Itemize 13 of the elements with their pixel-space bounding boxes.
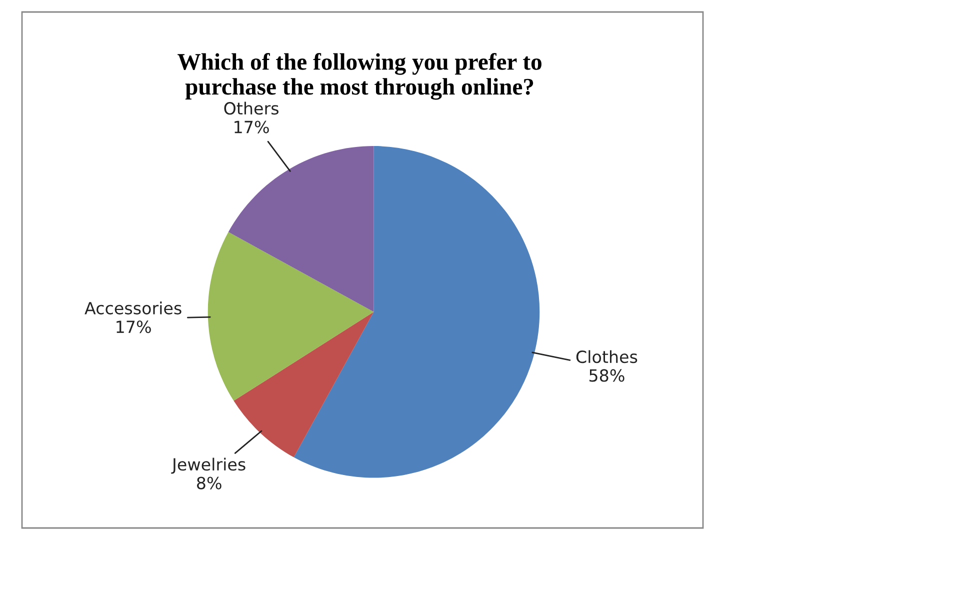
data-label: 17% [116, 320, 151, 334]
data-label: 8% [196, 476, 222, 490]
slice-label: Others [224, 102, 278, 115]
pie-slice [228, 146, 374, 312]
slice-label: Jewelries [171, 458, 246, 474]
chart-title: Which of the following you prefer to purchase the most through online? [178, 53, 542, 100]
data-label: 17% [234, 120, 269, 134]
slice-label: Accessories [84, 302, 182, 314]
data-label: 58% [589, 369, 624, 382]
slice-label: Clothes [576, 350, 638, 364]
pie-slice [294, 146, 540, 478]
pie-slice [208, 232, 374, 401]
pie-slice [234, 312, 374, 458]
